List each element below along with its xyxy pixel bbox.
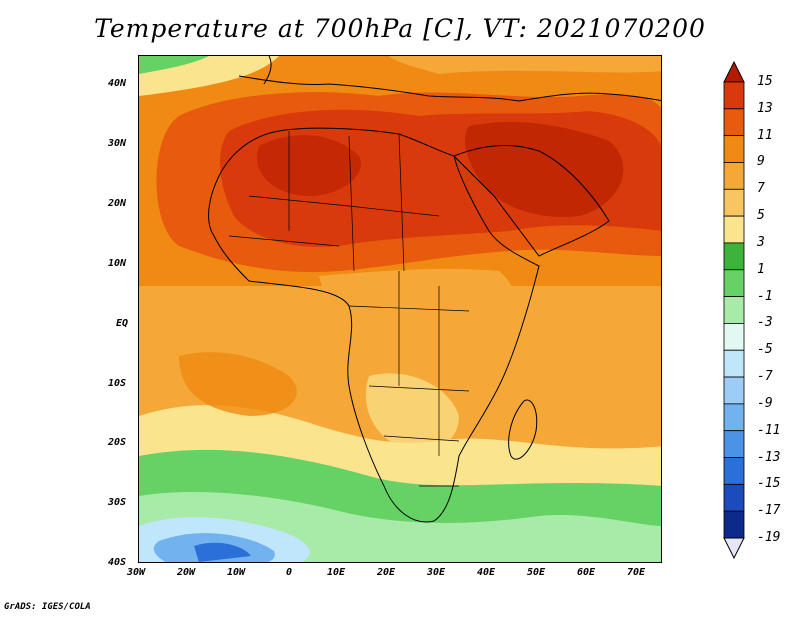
colorbar-swatch [723,162,745,190]
colorbar-swatch [723,510,745,539]
lon-label: 10E [327,567,346,578]
lon-label: 20W [177,567,196,578]
lat-label: 40N [108,78,127,89]
colorbar-swatch [723,376,745,405]
lon-label: 70E [627,567,646,578]
colorbar-swatch [723,403,745,432]
colorbar-tick-label: -11 [757,422,781,438]
colorbar-tick-label: -5 [757,342,773,358]
colorbar-swatch [723,296,745,324]
lon-label: 40E [477,567,496,578]
lat-label: 10N [108,258,127,269]
colorbar-tick-label: -17 [757,503,781,519]
lat-label: EQ [116,318,129,329]
colorbar-tick-label: -1 [757,288,773,304]
colorbar-swatch [723,242,745,271]
colorbar-tick-label: 1 [757,261,765,277]
colorbar-tick-label: 15 [757,74,773,89]
colorbar-top-arrow [723,60,745,83]
lat-label: 20N [108,198,127,209]
lat-label: 10S [108,378,127,389]
colorbar-swatch [723,457,745,485]
lon-label: 50E [527,567,546,578]
lat-label: 30N [108,138,127,149]
colorbar-tick-label: 5 [757,208,765,224]
colorbar-tick-label: 13 [757,100,773,116]
colorbar-swatch [723,349,745,378]
colorbar-tick-label: -19 [757,530,781,545]
lon-label: 20E [377,567,396,578]
colorbar [723,60,745,560]
colorbar-bottom-arrow [723,537,745,560]
colorbar-tick-label: 11 [757,127,773,143]
colorbar-swatch [723,81,745,110]
map-title: Temperature at 700hPa [C], VT: 202107020… [94,14,706,43]
colorbar-swatch [723,430,745,458]
lat-label: 30S [108,497,127,508]
colorbar-tick-label: -15 [757,476,781,492]
lon-label: 10W [227,567,246,578]
colorbar-swatch [723,188,745,217]
colorbar-tick-label: -13 [757,449,781,465]
temperature-map [138,55,662,563]
colorbar-swatch [723,483,745,512]
colorbar-swatch [723,215,745,244]
colorbar-tick-label: -3 [757,315,773,331]
lat-label: 20S [108,437,127,448]
lat-label: 40S [108,557,127,568]
colorbar-tick-label: 7 [757,181,765,197]
credit-text: GrADS: IGES/COLA [4,602,91,612]
colorbar-swatch [723,108,745,137]
colorbar-swatch [723,269,745,297]
colorbar-swatch [723,135,745,163]
lon-label: 30W [127,567,146,578]
colorbar-tick-label: -7 [757,369,773,385]
colorbar-tick-label: 9 [757,154,765,170]
colorbar-swatch [723,323,745,351]
lon-label: 0 [286,567,293,578]
lon-label: 60E [577,567,596,578]
lon-label: 30E [427,567,446,578]
temperature-field [139,56,661,562]
colorbar-tick-label: 3 [757,234,765,250]
colorbar-tick-label: -9 [757,395,773,411]
